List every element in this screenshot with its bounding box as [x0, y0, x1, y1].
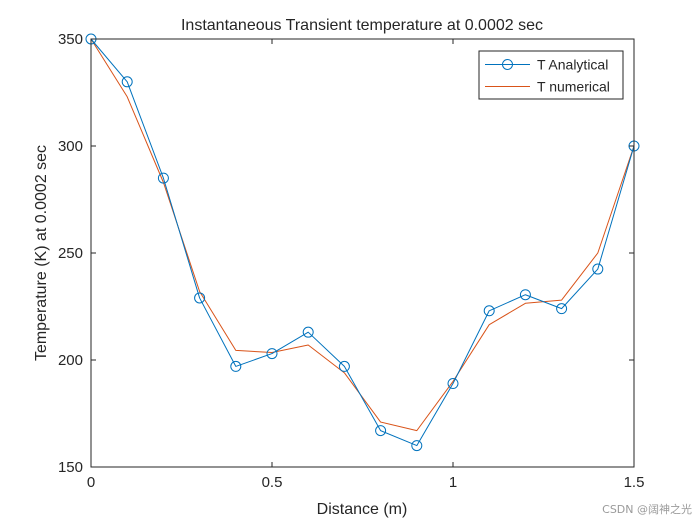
- data-point-t-analytical-6: [302, 326, 314, 338]
- series-layer: [85, 33, 640, 452]
- series-line-t-analytical: [90, 38, 635, 447]
- data-point-t-analytical-3: [194, 292, 206, 304]
- y-tick-label: 250: [58, 245, 83, 262]
- y-tick-label: 350: [58, 31, 83, 48]
- x-tick-label: 0.5: [262, 474, 283, 491]
- chart-title: Instantaneous Transient temperature at 0…: [181, 17, 543, 34]
- legend-box: [478, 50, 624, 100]
- data-point-t-analytical-2: [157, 172, 169, 184]
- x-tick-label: 1: [449, 474, 457, 491]
- data-point-t-analytical-9: [411, 440, 423, 452]
- axes-layer: 0 0.5 1 1.5 150 200 250 300 350: [58, 31, 644, 491]
- data-point-t-analytical-7: [338, 360, 350, 372]
- y-axis-label: Temperature (K) at 0.0002 sec: [33, 145, 50, 361]
- data-point-t-analytical-4: [230, 360, 242, 372]
- plot-area: [91, 39, 634, 467]
- legend-label-numerical: T numerical: [537, 79, 610, 95]
- data-point-t-analytical-14: [592, 263, 604, 275]
- x-axis-label: Distance (m): [317, 501, 408, 518]
- data-point-t-analytical-12: [519, 289, 531, 301]
- legend: T Analytical T numerical: [478, 50, 624, 100]
- legend-marker-analytical: [502, 59, 513, 70]
- y-tick-label: 300: [58, 138, 83, 155]
- data-point-t-analytical-13: [556, 303, 568, 315]
- y-tick-label: 200: [58, 352, 83, 369]
- data-point-t-analytical-10: [447, 378, 459, 390]
- watermark: CSDN @阔神之光: [602, 503, 692, 516]
- x-tick-label: 1.5: [624, 474, 645, 491]
- data-point-t-analytical-8: [375, 425, 387, 437]
- data-point-t-analytical-11: [483, 305, 495, 317]
- data-point-t-analytical-1: [121, 76, 133, 88]
- legend-label-analytical: T Analytical: [537, 57, 608, 73]
- x-tick-label: 0: [87, 474, 95, 491]
- data-point-t-analytical-5: [266, 348, 278, 360]
- y-tick-label: 150: [58, 459, 83, 476]
